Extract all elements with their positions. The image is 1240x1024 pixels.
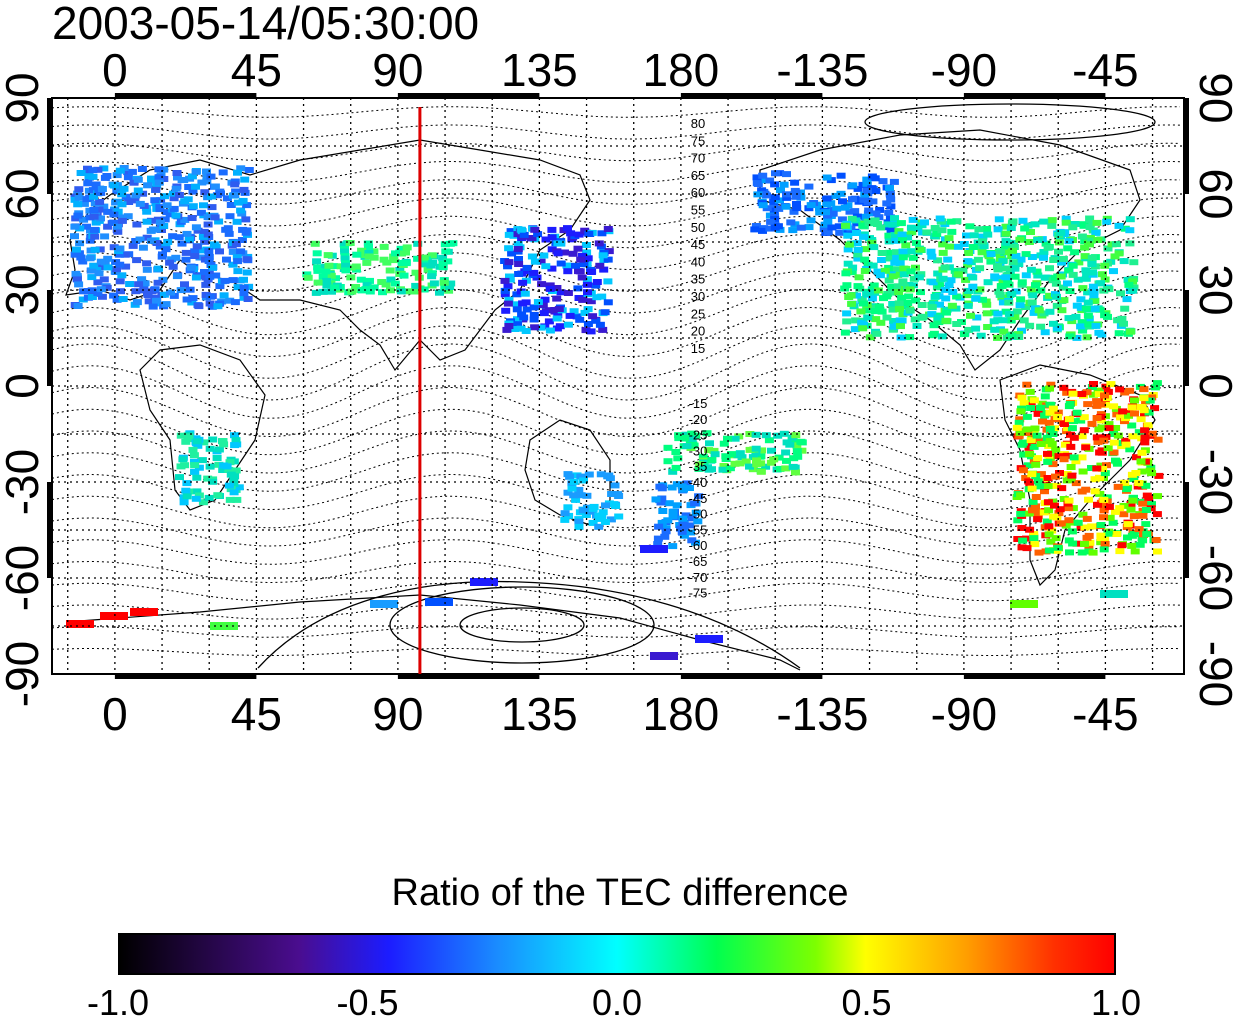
latitude-label: 0 <box>1190 373 1240 399</box>
contour-label: 55 <box>691 203 705 218</box>
longitude-label: 0 <box>102 688 128 740</box>
longitude-label: 90 <box>372 44 423 96</box>
contour-label: 50 <box>691 220 705 235</box>
contour-label: -60 <box>689 538 708 553</box>
longitude-label: -135 <box>776 44 868 96</box>
contour-label: 45 <box>691 237 705 252</box>
contour-label: 75 <box>691 133 705 148</box>
map-title: 2003-05-14/05:30:00 <box>52 0 480 49</box>
colorbar-tick-label: 0.5 <box>841 982 892 1023</box>
longitude-label: -45 <box>1072 44 1138 96</box>
latitude-label: 30 <box>1190 264 1240 315</box>
longitude-label: 0 <box>102 44 128 96</box>
contour-label: -70 <box>689 570 708 585</box>
contour-label: -30 <box>689 443 708 458</box>
contour-label: -75 <box>689 586 708 601</box>
latitude-label: 0 <box>0 373 48 399</box>
latitude-label: 90 <box>1190 72 1240 123</box>
longitude-label: 45 <box>231 44 282 96</box>
contour-label: 20 <box>691 324 705 339</box>
colorbar-tick-label: -0.5 <box>336 982 399 1023</box>
latitude-label: -90 <box>1190 641 1240 707</box>
contour-label: 30 <box>691 289 705 304</box>
left-latitude-labels: 90 60 30 0 -30 -60 -90 <box>0 72 48 707</box>
frame-tick-bars <box>47 93 1189 679</box>
colorbar-tick-label: 0.0 <box>591 982 643 1023</box>
colorbar <box>118 933 1116 975</box>
contour-label: 35 <box>691 272 705 287</box>
latitude-label: 60 <box>0 168 48 219</box>
contour-label: 65 <box>691 168 705 183</box>
latitude-label: -60 <box>0 545 48 611</box>
contour-label: -50 <box>689 507 708 522</box>
polar-contours <box>257 103 1156 669</box>
contour-label: -40 <box>689 475 708 490</box>
longitude-label: -90 <box>931 688 997 740</box>
contour-label: 25 <box>691 306 705 321</box>
right-latitude-labels: 90 60 30 0 -30 -60 -90 <box>1190 72 1240 707</box>
contour-label: 80 <box>691 116 705 131</box>
latitude-label: -30 <box>0 449 48 515</box>
grid-lines <box>52 98 1184 674</box>
longitude-label: 180 <box>643 688 720 740</box>
contour-label: -35 <box>689 459 708 474</box>
contour-label: -15 <box>689 396 708 411</box>
top-longitude-labels: 0 45 90 135 180 -135 -90 -45 <box>102 44 1139 96</box>
colorbar-tick-label: 1.0 <box>1090 982 1142 1023</box>
colorbar-tick-label: -1.0 <box>86 982 150 1023</box>
contour-label: -55 <box>689 522 708 537</box>
longitude-label: -90 <box>931 44 997 96</box>
longitude-label: -135 <box>776 688 868 740</box>
latitude-label: -30 <box>1190 449 1240 515</box>
latitude-label: 30 <box>0 264 48 315</box>
contour-label: 40 <box>691 254 705 269</box>
contour-label: -25 <box>689 428 708 443</box>
tec-data-patches <box>66 165 1164 660</box>
longitude-label: 135 <box>501 688 578 740</box>
contour-labels: 80 75 70 65 60 55 50 45 40 35 30 25 20 15 -15-20-25-30… <box>689 116 708 601</box>
longitude-label: 45 <box>231 688 282 740</box>
tec-map: 0 45 90 135 180 -135 -90 -45 0 45 90 135 180 -135 -90… <box>0 44 1240 740</box>
latitude-label: 90 <box>0 72 48 123</box>
contour-label: -20 <box>689 412 708 427</box>
contour-label: 60 <box>691 185 705 200</box>
contour-label: 70 <box>691 151 705 166</box>
colorbar-title: Ratio of the TEC difference <box>391 872 849 914</box>
latitude-label: 60 <box>1190 168 1240 219</box>
magnetic-latitude-contours <box>51 106 1181 656</box>
latitude-label: -90 <box>0 641 48 707</box>
latitude-label: -60 <box>1190 545 1240 611</box>
longitude-label: 135 <box>501 44 578 96</box>
longitude-label: -45 <box>1072 688 1138 740</box>
bottom-longitude-labels: 0 45 90 135 180 -135 -90 -45 <box>102 688 1139 740</box>
contour-label: -65 <box>689 554 708 569</box>
contour-label: -45 <box>689 491 708 506</box>
longitude-label: 180 <box>643 44 720 96</box>
longitude-label: 90 <box>372 688 423 740</box>
contour-label: 15 <box>691 341 705 356</box>
